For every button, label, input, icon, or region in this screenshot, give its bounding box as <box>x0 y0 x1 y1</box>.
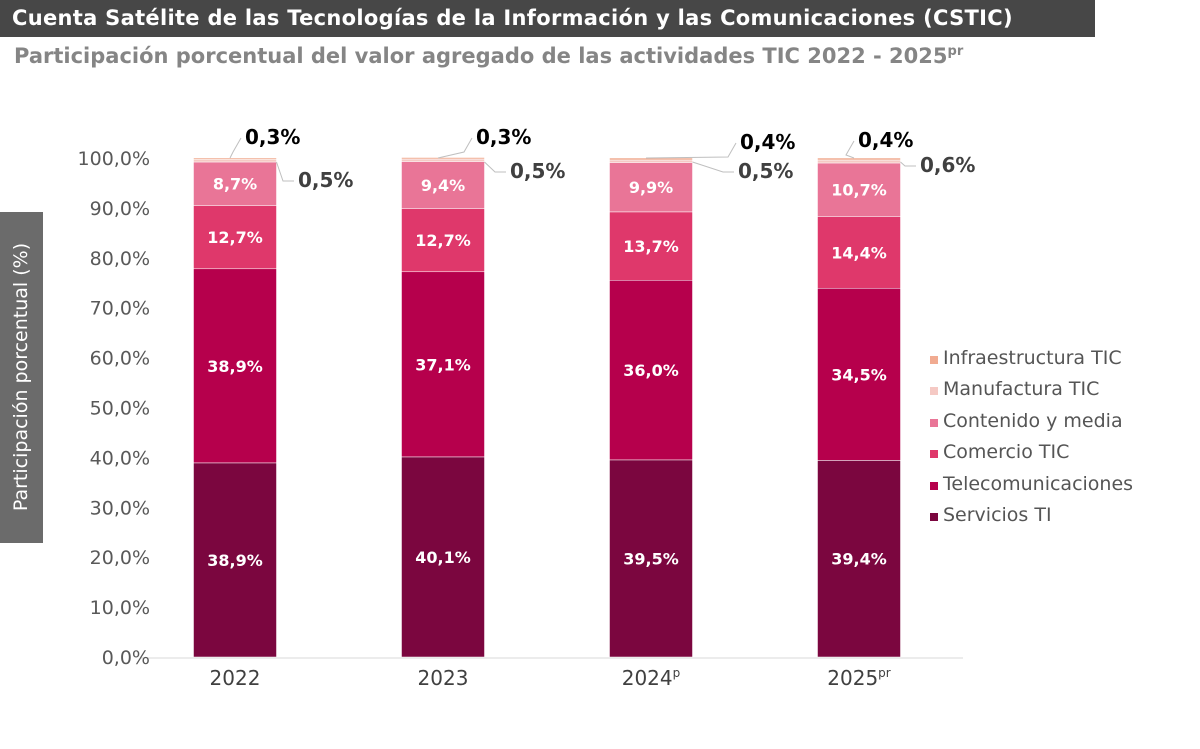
data-label: 38,9% <box>207 551 263 570</box>
legend-swatch <box>930 418 938 427</box>
x-tick-label: 2023 <box>418 666 469 690</box>
data-label: 9,4% <box>421 176 465 195</box>
subtitle-sup: pr <box>947 44 964 59</box>
bar-segment <box>609 159 693 163</box>
y-tick-label: 80,0% <box>90 248 150 270</box>
y-tick-label: 30,0% <box>90 497 150 519</box>
data-label: 8,7% <box>213 175 257 194</box>
legend-swatch <box>930 450 938 459</box>
y-tick-label: 0,0% <box>102 647 150 669</box>
bar-segment <box>609 459 693 658</box>
x-tick-label: 2022 <box>210 666 261 690</box>
legend-label: Telecomunicaciones <box>943 472 1134 495</box>
bar-segment <box>401 161 485 209</box>
x-tick-year: 2025 <box>827 666 878 690</box>
data-label: 0,3% <box>476 125 531 149</box>
bar-segment <box>401 271 485 458</box>
bar-segment <box>817 159 901 164</box>
x-tick-label: 2025pr <box>827 666 891 690</box>
data-label: 13,7% <box>623 237 679 256</box>
y-tick-label: 90,0% <box>90 198 150 220</box>
chart-subtitle: Participación porcentual del valor agreg… <box>14 44 963 68</box>
y-axis-label-box <box>0 212 43 543</box>
data-label: 14,4% <box>831 243 887 262</box>
data-label: 0,5% <box>510 159 565 183</box>
data-label: 36,0% <box>623 361 679 380</box>
bar-segment <box>401 456 485 658</box>
legend: Infraestructura TIC Manufactura TIC Conten… <box>930 342 1133 531</box>
bar-segment <box>609 211 693 281</box>
legend-swatch <box>930 481 938 490</box>
legend-swatch <box>930 513 938 522</box>
x-tick-year: 2023 <box>418 666 469 690</box>
legend-label: Servicios TI <box>943 504 1052 527</box>
bar-segment <box>401 208 485 273</box>
data-label: 12,7% <box>207 228 263 247</box>
legend-label: Contenido y media <box>943 409 1123 432</box>
y-tick-label: 50,0% <box>90 398 150 420</box>
y-tick-label: 40,0% <box>90 447 150 469</box>
x-tick-label: 2024p <box>622 666 681 690</box>
report-title: Cuenta Satélite de las Tecnologías de la… <box>0 0 1095 37</box>
data-label: 39,4% <box>831 550 887 569</box>
data-label: 10,7% <box>831 181 887 200</box>
data-label: 9,9% <box>629 178 673 197</box>
leader-line <box>276 161 294 182</box>
y-tick-label: 70,0% <box>90 298 150 320</box>
data-label: 0,3% <box>245 125 300 149</box>
legend-item: Infraestructura TIC <box>930 342 1133 374</box>
legend-item: Manufactura TIC <box>930 374 1133 406</box>
data-label: 0,6% <box>920 153 975 177</box>
bar-segment <box>193 462 277 658</box>
y-tick-label: 10,0% <box>90 597 150 619</box>
y-tick-label: 100,0% <box>78 148 150 170</box>
legend-item: Comercio TIC <box>930 437 1133 469</box>
bar-segment <box>193 159 277 163</box>
data-label: 38,9% <box>207 357 263 376</box>
leader-line <box>900 161 916 167</box>
data-label: 39,5% <box>623 549 679 568</box>
bar-segment <box>401 157 485 160</box>
data-label: 0,4% <box>858 128 913 152</box>
subtitle-text: Participación porcentual del valor agreg… <box>14 44 948 68</box>
data-label: 0,5% <box>298 168 353 192</box>
y-tick-label: 20,0% <box>90 547 150 569</box>
legend-label: Manufactura TIC <box>943 378 1100 401</box>
x-tick-sup: p <box>673 666 681 680</box>
bar-segment <box>817 162 901 217</box>
data-label: 0,4% <box>740 130 795 154</box>
legend-item: Contenido y media <box>930 405 1133 437</box>
bar-segment <box>817 460 901 658</box>
x-tick-sup: pr <box>878 666 891 680</box>
leader-line <box>845 140 855 159</box>
leader-line <box>229 137 242 159</box>
data-label: 0,5% <box>738 159 793 183</box>
legend-swatch <box>930 355 938 364</box>
legend-label: Infraestructura TIC <box>943 346 1122 369</box>
leader-line <box>692 161 734 173</box>
bar-segment <box>193 161 277 206</box>
bar-segment <box>817 157 901 161</box>
leader-line <box>484 161 506 173</box>
legend-item: Servicios TI <box>930 500 1133 532</box>
legend-item: Telecomunicaciones <box>930 468 1133 500</box>
legend-label: Comercio TIC <box>943 441 1070 464</box>
x-tick-year: 2024 <box>622 666 673 690</box>
x-tick-year: 2022 <box>210 666 261 690</box>
data-label: 34,5% <box>831 365 887 384</box>
y-tick-label: 60,0% <box>90 348 150 370</box>
bar-segment <box>817 287 901 461</box>
leader-line <box>645 142 737 159</box>
bar-segment <box>817 216 901 289</box>
data-label: 40,1% <box>415 548 471 567</box>
data-label: 12,7% <box>415 231 471 250</box>
bar-segment <box>193 205 277 270</box>
leader-line <box>437 137 473 159</box>
bar-segment <box>193 157 277 160</box>
legend-swatch <box>930 387 938 396</box>
bar-segment <box>193 268 277 464</box>
data-label: 37,1% <box>415 355 471 374</box>
bar-segment <box>401 158 485 162</box>
